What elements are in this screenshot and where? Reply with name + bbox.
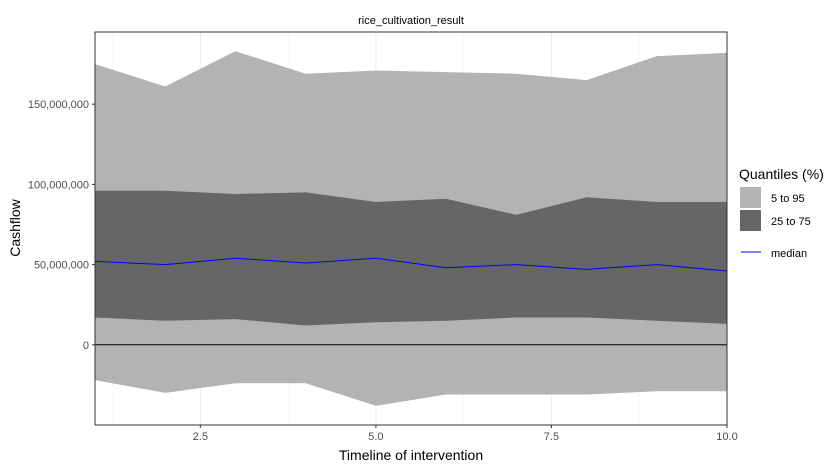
plot-border — [94, 31, 728, 426]
x-tick-label: 10.0 — [716, 431, 737, 443]
x-tick-label: 5.0 — [368, 431, 383, 443]
y-tick-label: 150,000,000 — [28, 99, 89, 111]
y-tick-label: 50,000,000 — [34, 260, 89, 272]
median-line — [94, 257, 728, 272]
legend-swatch-25-75 — [740, 210, 761, 231]
quantile-band-25-to-75 — [95, 190, 727, 326]
legend: Quantiles (%) 5 to 95 25 to 75 median — [739, 166, 824, 260]
x-tick-label: 2.5 — [193, 431, 208, 443]
legend-label-5-95: 5 to 95 — [771, 193, 805, 205]
y-tick-label: 100,000,000 — [28, 179, 89, 191]
x-tick-label: 7.5 — [544, 431, 559, 443]
y-tick-label: 0 — [83, 340, 89, 352]
legend-swatch-5-95 — [740, 187, 761, 208]
legend-label-25-75: 25 to 75 — [771, 216, 811, 228]
legend-label-median: median — [771, 248, 807, 260]
chart-title: rice_cultivation_result — [358, 15, 464, 27]
x-axis-ticks: 2.5 5.0 7.5 10.0 — [193, 425, 738, 443]
quantile-bands — [95, 51, 727, 406]
legend-title: Quantiles (%) — [739, 166, 824, 182]
median-line-layer — [94, 257, 728, 346]
y-axis-ticks: 0 50,000,000 100,000,000 150,000,000 — [28, 99, 95, 352]
y-axis-title: Cashflow — [7, 198, 23, 256]
x-axis-title: Timeline of intervention — [339, 447, 483, 463]
